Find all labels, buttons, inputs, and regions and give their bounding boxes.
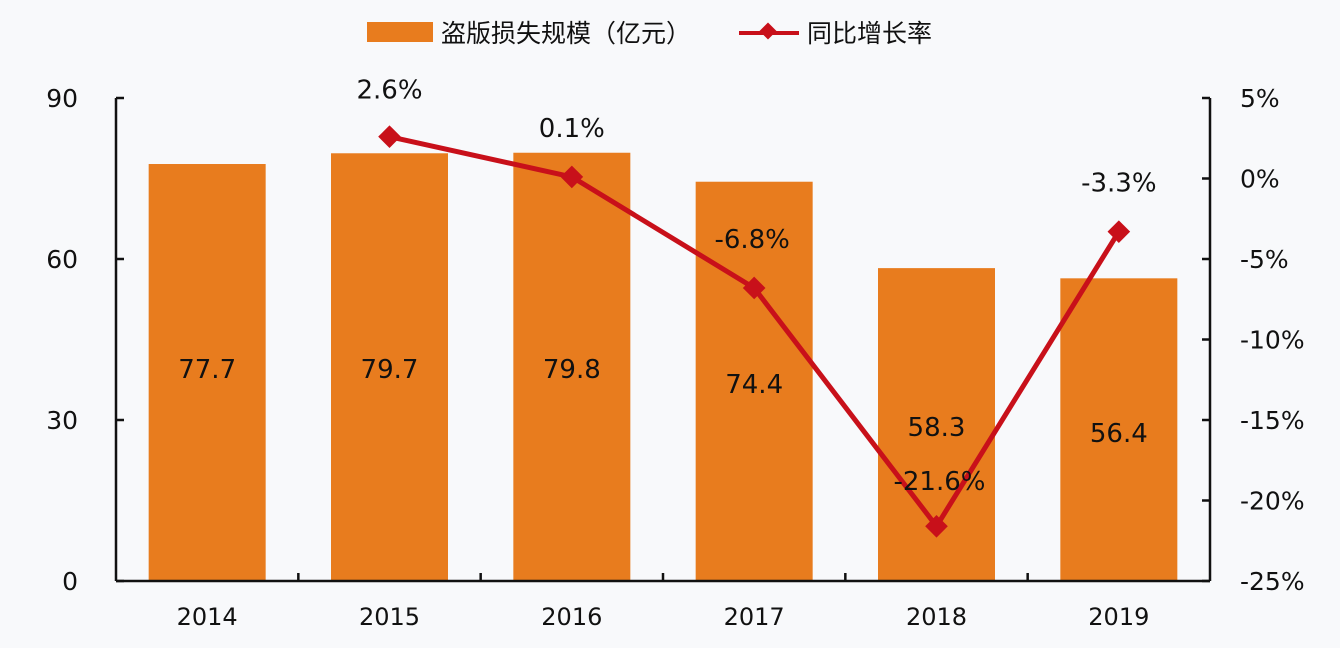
right-axis-tick-label: -25%: [1240, 567, 1305, 596]
chart-legend: 盗版损失规模（亿元） 同比增长率: [367, 14, 980, 50]
right-axis-tick-label: -15%: [1240, 406, 1305, 435]
bar-2016: [513, 152, 631, 582]
data-labels: 77.7 79.7 79.8 74.4 58.3 56.4 2.6% 0.1% -6.8% -21…: [178, 76, 1156, 497]
x-axis-tick-label: 2015: [359, 603, 420, 631]
legend-item-growth-rate: 同比增长率: [739, 14, 932, 50]
legend-label-loss-scale: 盗版损失规模（亿元）: [441, 19, 692, 48]
x-axis-tick-label: 2019: [1088, 603, 1149, 631]
bar-2019: [1060, 278, 1178, 581]
axes: 0 30 60 90 5% 0% -5% -10% -15% -20% -25% 2014 2015 20…: [46, 84, 1304, 631]
bar-value-label: 74.4: [725, 370, 783, 400]
x-axis-tick-label: 2016: [541, 603, 602, 631]
growth-rate-label: -21.6%: [894, 467, 986, 497]
left-axis-tick-label: 30: [46, 406, 78, 435]
right-axis-tick-label: -10%: [1240, 326, 1305, 355]
left-axis-tick-label: 0: [62, 567, 78, 596]
bar-value-label: 56.4: [1090, 419, 1148, 449]
right-axis-tick-label: -5%: [1240, 245, 1289, 274]
x-axis-tick-label: 2017: [724, 603, 785, 631]
left-axis-tick-label: 90: [46, 84, 78, 113]
bar-2017: [695, 181, 813, 581]
bar-2015: [331, 153, 448, 581]
left-axis-tick-label: 60: [46, 245, 78, 274]
right-axis-tick-label: -20%: [1240, 487, 1305, 516]
x-axis-tick-label: 2014: [177, 603, 238, 631]
growth-rate-label: -3.3%: [1081, 169, 1156, 199]
bar-swatch-icon: [367, 22, 433, 42]
x-axis-tick-label: 2018: [906, 603, 967, 631]
legend-item-loss-scale: 盗版损失规模（亿元）: [367, 14, 691, 50]
legend-label-growth-rate: 同比增长率: [807, 19, 933, 48]
diamond-marker-icon: [1107, 220, 1131, 243]
diamond-marker-icon: [742, 276, 766, 300]
growth-rate-label: 0.1%: [539, 114, 605, 144]
bar-2014: [148, 164, 266, 581]
growth-rate-label: 2.6%: [356, 76, 422, 106]
bar-series: [148, 152, 1178, 582]
diamond-marker-icon: [925, 514, 948, 538]
bar-value-label: 58.3: [908, 413, 966, 443]
growth-rate-label: -6.8%: [714, 225, 789, 255]
right-axis-tick-label: 5%: [1240, 84, 1280, 113]
diamond-marker-icon: [378, 125, 401, 148]
bar-value-label: 79.8: [543, 355, 601, 385]
bar-value-label: 79.7: [361, 355, 419, 385]
line-diamond-swatch-icon: [739, 22, 800, 42]
bar-value-label: 77.7: [178, 355, 236, 385]
right-axis-tick-label: 0%: [1240, 165, 1280, 194]
